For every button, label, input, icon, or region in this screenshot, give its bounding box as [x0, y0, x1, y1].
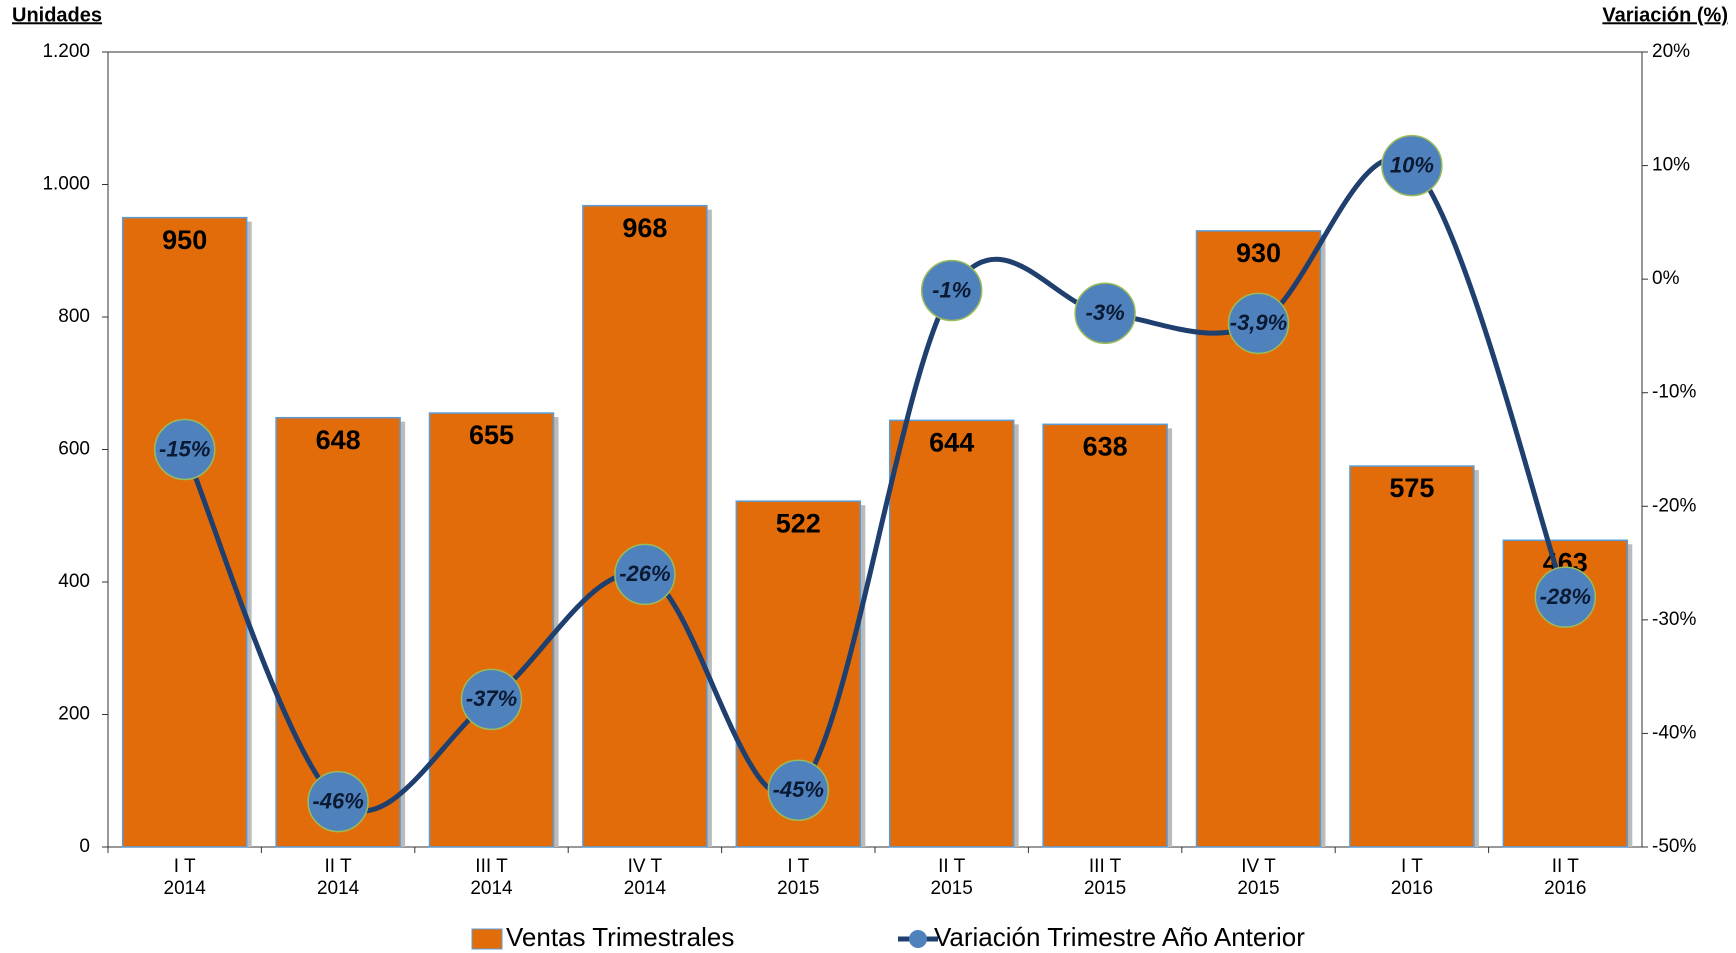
bar-value-label: 930	[1236, 238, 1281, 268]
bar	[582, 204, 708, 848]
x-tick-label: 2015	[931, 878, 973, 899]
bar	[428, 412, 555, 848]
x-tick-label: 2014	[164, 878, 207, 899]
line	[182, 155, 1568, 814]
x-tick-label: I T	[787, 856, 809, 877]
y-axis-title: Unidades	[12, 4, 102, 26]
line-value-label: -1%	[932, 277, 971, 302]
y2-tick-label: -40%	[1652, 722, 1696, 743]
x-tick-label: 2014	[470, 878, 513, 899]
y-tick-label: 200	[58, 704, 90, 725]
x-tick-label: II T	[325, 856, 352, 877]
bar-value-label: 575	[1389, 473, 1434, 503]
line-marker	[920, 259, 983, 322]
line-marker	[307, 770, 369, 833]
bar-value-label: 655	[469, 420, 514, 450]
x-tick-label: 2014	[624, 878, 667, 899]
bar-value-label: 522	[776, 508, 821, 538]
line-value-label: -45%	[773, 777, 824, 802]
line-marker	[1381, 134, 1443, 197]
x-tick-label: III T	[475, 856, 508, 877]
y-tick-label: 1.200	[42, 41, 90, 62]
x-tick-label: I T	[1401, 856, 1423, 877]
y-tick-label: 800	[58, 306, 90, 327]
legend-marker	[909, 930, 927, 948]
line-value-label: -28%	[1540, 584, 1591, 609]
line-value-label: -26%	[619, 561, 670, 586]
x-tick-label: 2016	[1544, 878, 1586, 899]
y2-tick-label: -10%	[1652, 382, 1696, 403]
bar-value-label: 638	[1083, 431, 1128, 461]
x-tick-label: II T	[1552, 856, 1579, 877]
y2-axis-title: Variación (%)	[1602, 4, 1728, 26]
x-tick-label: IV T	[628, 856, 663, 877]
bar	[1349, 465, 1475, 848]
line-value-label: 10%	[1390, 152, 1434, 177]
x-tick-label: I T	[174, 856, 196, 877]
x-tick-label: II T	[938, 856, 965, 877]
legend-label: Ventas Trimestrales	[506, 922, 734, 952]
line-marker	[1534, 566, 1597, 628]
y2-tick-label: 0%	[1652, 268, 1680, 289]
bar-value-label: 968	[622, 213, 667, 243]
x-tick-label: III T	[1089, 856, 1122, 877]
y2-tick-label: -20%	[1652, 495, 1696, 516]
y2-tick-label: 10%	[1652, 155, 1690, 176]
x-tick-label: 2015	[1084, 878, 1126, 899]
y2-tick-label: -30%	[1652, 609, 1696, 630]
y2-tick-label: -50%	[1652, 836, 1696, 857]
line-marker	[1227, 292, 1290, 355]
line-value-label: -3%	[1086, 300, 1125, 325]
bar	[1042, 423, 1168, 848]
y-tick-label: 400	[58, 571, 90, 592]
line-marker	[767, 759, 830, 821]
legend-swatch	[471, 928, 503, 950]
x-tick-label: 2014	[317, 878, 360, 899]
line-value-label: -37%	[466, 686, 517, 711]
bar-value-label: 648	[316, 425, 361, 455]
x-tick-label: 2016	[1391, 878, 1433, 899]
legend-label: Variación Trimestre Año Anterior	[934, 922, 1305, 952]
x-tick-label: 2015	[1237, 878, 1279, 899]
y-tick-label: 0	[79, 836, 90, 857]
line-value-label: -15%	[159, 436, 210, 461]
line-value-label: -3,9%	[1230, 310, 1287, 335]
x-tick-label: 2015	[777, 878, 819, 899]
line-marker	[614, 543, 676, 606]
bar-value-label: 644	[929, 427, 974, 457]
y-tick-label: 600	[58, 439, 90, 460]
x-tick-label: IV T	[1241, 856, 1276, 877]
y-tick-label: 1.000	[42, 174, 90, 195]
bar	[888, 419, 1015, 848]
y2-tick-label: 20%	[1652, 41, 1690, 62]
line-value-label: -46%	[312, 788, 363, 813]
line-marker	[1074, 282, 1136, 344]
line-marker	[153, 418, 216, 481]
bar	[121, 216, 248, 848]
bar-value-label: 950	[162, 225, 207, 255]
line-marker	[460, 668, 523, 731]
